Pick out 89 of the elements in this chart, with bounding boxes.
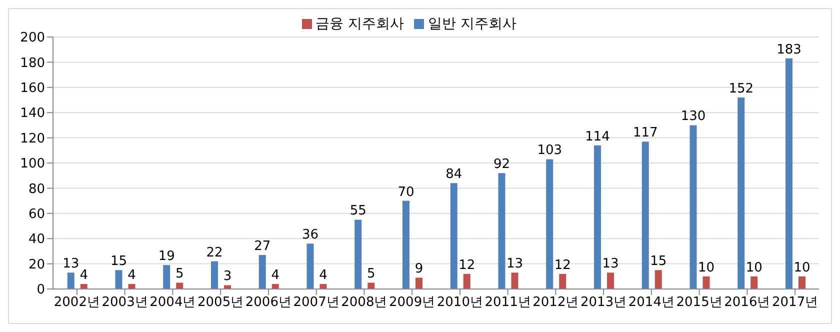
y-tick-label: 120 <box>20 131 45 146</box>
bar <box>368 282 375 289</box>
bar <box>224 285 231 289</box>
x-tick-label: 2011년 <box>484 295 531 310</box>
x-tick-label: 2013년 <box>580 295 627 310</box>
bar <box>415 278 422 289</box>
data-label: 152 <box>728 81 754 96</box>
data-label: 3 <box>223 269 232 284</box>
x-tick-label: 2016년 <box>724 295 770 310</box>
legend-label: 금융 지주회사 <box>316 16 404 32</box>
x-tick-label: 2007년 <box>293 295 340 310</box>
y-tick-label: 160 <box>20 81 45 96</box>
data-label: 130 <box>680 109 706 124</box>
bar <box>546 159 554 289</box>
data-label: 10 <box>794 260 810 276</box>
bar <box>606 272 614 289</box>
x-tick-label: 2003년 <box>102 295 148 310</box>
bar <box>594 145 601 289</box>
data-label: 13 <box>62 256 80 272</box>
data-label: 92 <box>493 157 510 172</box>
data-label: 15 <box>650 254 667 270</box>
bar <box>702 276 710 289</box>
x-tick-label: 2015년 <box>676 295 722 310</box>
data-label: 4 <box>319 268 328 283</box>
y-tick-label: 140 <box>20 106 45 122</box>
data-label: 5 <box>175 266 184 282</box>
x-tick-label: 2014년 <box>628 295 674 310</box>
data-label: 10 <box>698 260 715 276</box>
x-tick-label: 2010년 <box>436 295 483 310</box>
bar <box>750 276 758 289</box>
y-tick-label: 200 <box>20 30 45 46</box>
bar <box>67 272 74 289</box>
x-tick-label: 2012년 <box>532 295 579 310</box>
y-tick-label: 40 <box>28 232 45 248</box>
data-label: 12 <box>554 258 571 273</box>
data-label: 117 <box>632 126 658 141</box>
data-label: 9 <box>414 262 424 277</box>
bar <box>511 272 518 289</box>
data-label: 12 <box>458 258 476 273</box>
data-label: 10 <box>746 260 762 276</box>
y-tick-label: 60 <box>28 207 45 222</box>
data-label: 114 <box>585 129 610 144</box>
y-tick-label: 0 <box>36 282 45 298</box>
data-label: 13 <box>506 256 524 272</box>
data-label: 55 <box>350 204 366 219</box>
y-tick-label: 80 <box>28 182 45 197</box>
x-tick-label: 2009년 <box>389 295 436 310</box>
y-tick-label: 180 <box>20 56 45 71</box>
data-label: 70 <box>398 184 414 200</box>
bar <box>642 142 649 289</box>
data-label: 4 <box>128 268 136 283</box>
y-tick-label: 20 <box>28 257 45 272</box>
x-tick-label: 2017년 <box>772 295 818 310</box>
bar <box>163 265 170 289</box>
data-label: 27 <box>254 238 271 254</box>
bar <box>306 244 314 289</box>
bar <box>798 276 806 289</box>
bar <box>654 270 662 289</box>
x-tick-label: 2004년 <box>150 295 196 310</box>
data-label: 84 <box>446 167 462 182</box>
data-label: 103 <box>537 143 562 158</box>
bar <box>450 183 458 289</box>
bar <box>738 97 745 289</box>
x-tick-label: 2005년 <box>198 295 244 310</box>
y-tick-label: 100 <box>20 156 45 172</box>
x-tick-label: 2002년 <box>54 295 100 310</box>
bar <box>785 58 792 289</box>
data-label: 4 <box>271 268 280 283</box>
bar <box>498 173 506 289</box>
data-label: 22 <box>206 245 223 260</box>
bar <box>115 270 122 289</box>
x-tick-label: 2008년 <box>341 295 388 310</box>
data-label: 5 <box>366 266 376 282</box>
bar <box>559 274 566 289</box>
bar <box>258 254 266 289</box>
bar <box>402 200 410 289</box>
data-label: 4 <box>80 268 88 283</box>
data-label: 13 <box>602 256 619 272</box>
bar <box>210 261 218 289</box>
bar <box>354 220 362 289</box>
data-label: 19 <box>158 249 175 264</box>
x-tick-label: 2006년 <box>245 295 292 310</box>
bar <box>690 125 697 289</box>
bar <box>176 282 184 289</box>
data-label: 15 <box>110 254 128 270</box>
legend-label: 일반 지주회사 <box>428 16 516 32</box>
data-label: 183 <box>776 42 802 58</box>
data-label: 36 <box>302 228 319 243</box>
bar <box>463 274 470 289</box>
